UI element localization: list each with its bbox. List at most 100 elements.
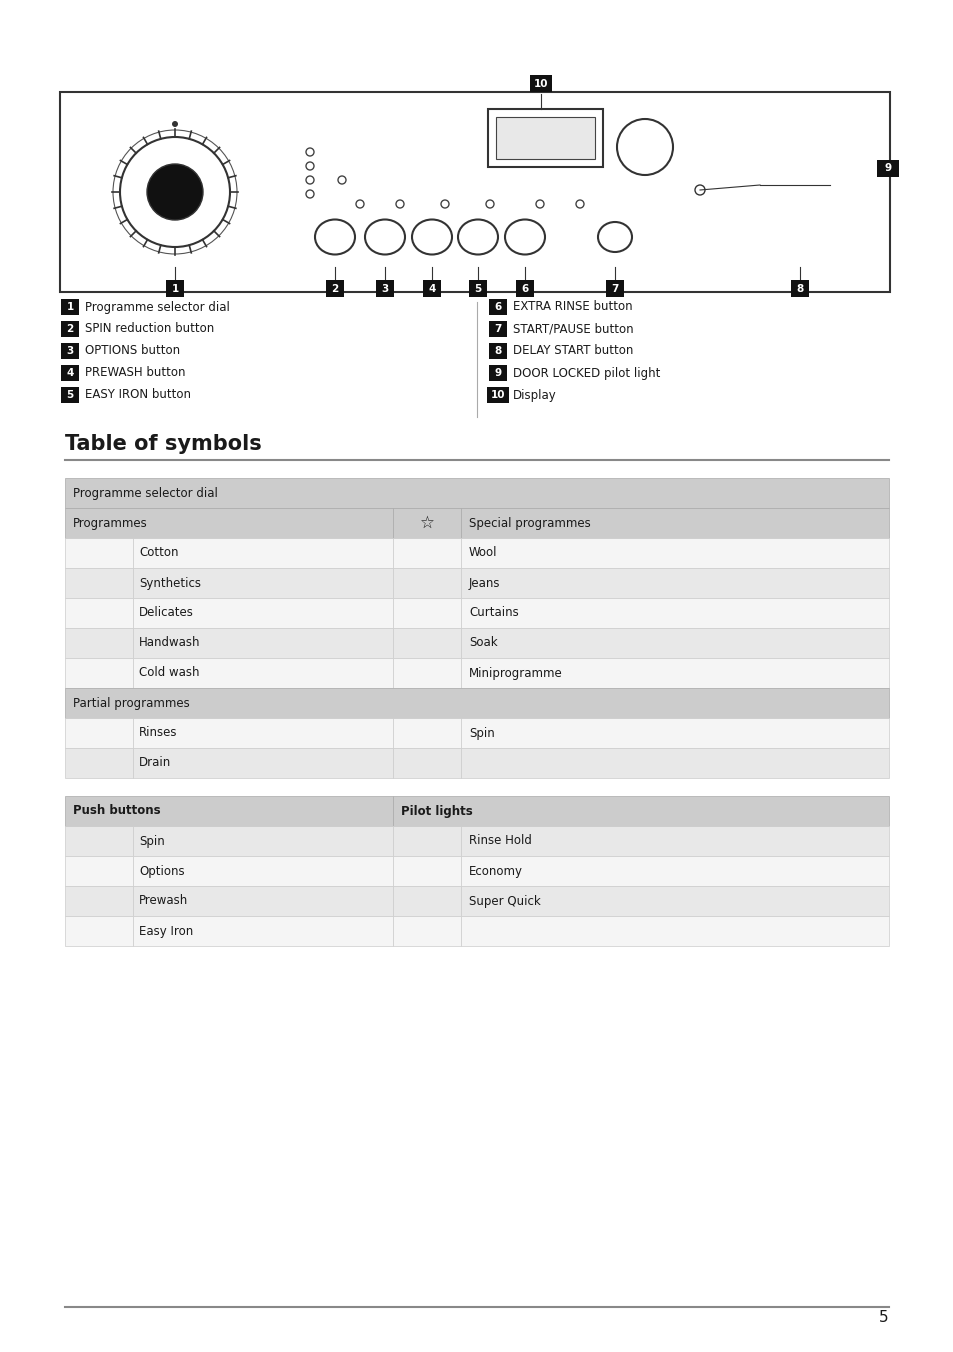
- Text: Rinses: Rinses: [139, 726, 177, 740]
- Bar: [61, 320, 79, 337]
- Bar: [516, 280, 534, 297]
- Text: Push buttons: Push buttons: [73, 804, 160, 818]
- Bar: [65, 508, 393, 538]
- Bar: [489, 299, 506, 315]
- Text: Special programmes: Special programmes: [469, 516, 590, 530]
- Bar: [132, 718, 393, 748]
- Text: SPIN reduction button: SPIN reduction button: [85, 323, 214, 335]
- Bar: [393, 568, 460, 598]
- Text: Curtains: Curtains: [469, 607, 518, 619]
- Text: 6: 6: [494, 301, 501, 312]
- Text: Options: Options: [139, 864, 185, 877]
- Text: 2: 2: [67, 324, 73, 334]
- Bar: [61, 365, 79, 381]
- Text: 10: 10: [490, 389, 505, 400]
- Bar: [460, 826, 888, 856]
- Bar: [166, 280, 184, 297]
- Bar: [422, 280, 440, 297]
- Bar: [460, 748, 888, 777]
- Bar: [65, 598, 132, 627]
- Bar: [132, 538, 393, 568]
- Text: Wool: Wool: [469, 546, 497, 560]
- Text: 8: 8: [796, 284, 802, 293]
- Text: Economy: Economy: [469, 864, 522, 877]
- Bar: [393, 748, 460, 777]
- Bar: [393, 598, 460, 627]
- Bar: [132, 748, 393, 777]
- Bar: [132, 886, 393, 917]
- Text: EXTRA RINSE button: EXTRA RINSE button: [513, 300, 632, 314]
- Text: 4: 4: [67, 368, 73, 379]
- Bar: [876, 160, 898, 177]
- Text: Easy Iron: Easy Iron: [139, 925, 193, 937]
- Bar: [393, 826, 460, 856]
- Text: Delicates: Delicates: [139, 607, 193, 619]
- Bar: [65, 748, 132, 777]
- Text: ☆: ☆: [419, 514, 434, 531]
- Bar: [132, 658, 393, 688]
- Bar: [65, 538, 132, 568]
- Bar: [65, 479, 888, 508]
- Text: EASY IRON button: EASY IRON button: [85, 388, 191, 402]
- Bar: [132, 856, 393, 886]
- Text: Pilot lights: Pilot lights: [400, 804, 473, 818]
- Bar: [393, 796, 888, 826]
- Text: Jeans: Jeans: [469, 576, 500, 589]
- Bar: [460, 856, 888, 886]
- Bar: [460, 718, 888, 748]
- Text: 1: 1: [172, 284, 178, 293]
- Bar: [488, 110, 602, 168]
- Text: Cold wash: Cold wash: [139, 667, 199, 680]
- Text: 5: 5: [474, 284, 481, 293]
- Bar: [61, 299, 79, 315]
- Bar: [65, 856, 132, 886]
- Bar: [61, 343, 79, 360]
- Text: Display: Display: [513, 388, 557, 402]
- Text: Table of symbols: Table of symbols: [65, 434, 261, 454]
- Circle shape: [147, 164, 203, 220]
- Bar: [393, 886, 460, 917]
- Bar: [393, 658, 460, 688]
- Bar: [460, 658, 888, 688]
- Bar: [393, 856, 460, 886]
- Text: 8: 8: [494, 346, 501, 356]
- Text: Partial programmes: Partial programmes: [73, 696, 190, 710]
- Bar: [460, 627, 888, 658]
- Text: DOOR LOCKED pilot light: DOOR LOCKED pilot light: [513, 366, 659, 380]
- Bar: [460, 917, 888, 946]
- Text: 7: 7: [494, 324, 501, 334]
- Bar: [375, 280, 394, 297]
- Text: DELAY START button: DELAY START button: [513, 345, 633, 357]
- Text: 9: 9: [883, 164, 891, 173]
- Text: Soak: Soak: [469, 637, 497, 649]
- Text: Handwash: Handwash: [139, 637, 200, 649]
- Bar: [393, 718, 460, 748]
- Bar: [486, 387, 509, 403]
- Bar: [393, 538, 460, 568]
- Bar: [460, 538, 888, 568]
- Text: 4: 4: [428, 284, 436, 293]
- Text: 10: 10: [533, 78, 548, 89]
- Bar: [326, 280, 344, 297]
- Bar: [460, 568, 888, 598]
- Text: Programmes: Programmes: [73, 516, 148, 530]
- Bar: [132, 917, 393, 946]
- Text: 3: 3: [381, 284, 388, 293]
- Bar: [65, 658, 132, 688]
- Bar: [393, 917, 460, 946]
- Text: 5: 5: [67, 389, 73, 400]
- Bar: [132, 627, 393, 658]
- Bar: [460, 886, 888, 917]
- Text: Drain: Drain: [139, 757, 172, 769]
- Text: Rinse Hold: Rinse Hold: [469, 834, 532, 848]
- Bar: [65, 718, 132, 748]
- Text: 5: 5: [879, 1310, 888, 1325]
- Bar: [132, 598, 393, 627]
- Text: PREWASH button: PREWASH button: [85, 366, 185, 380]
- Text: Programme selector dial: Programme selector dial: [73, 487, 217, 499]
- Text: Spin: Spin: [139, 834, 165, 848]
- Text: 6: 6: [521, 284, 528, 293]
- Bar: [65, 688, 888, 718]
- Bar: [132, 568, 393, 598]
- Bar: [65, 826, 132, 856]
